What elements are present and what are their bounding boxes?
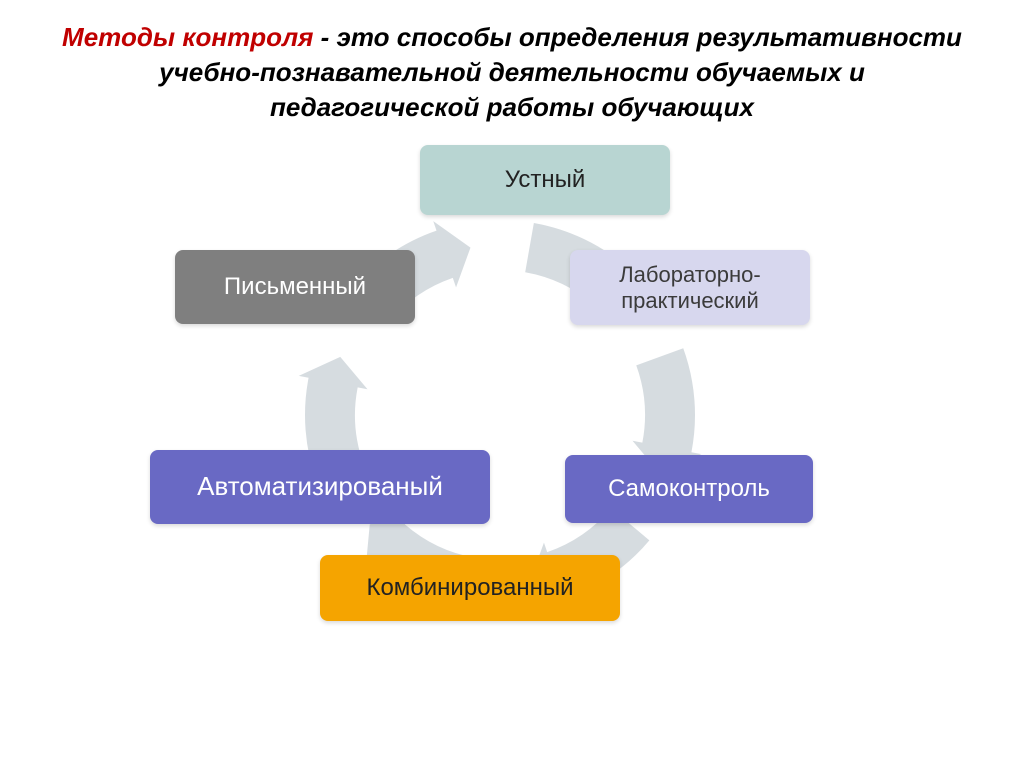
cycle-node-oral: Устный [420,145,670,215]
cycle-node-written: Письменный [175,250,415,324]
cycle-node-self: Самоконтроль [565,455,813,523]
cycle-node-auto: Автоматизированый [150,450,490,524]
title-highlight: Методы контроля [62,22,313,52]
cycle-node-combined: Комбинированный [320,555,620,621]
cycle-node-lab: Лабораторно-практический [570,250,810,325]
cycle-diagram: Устный Лабораторно-практический Самоконтро… [0,135,1024,695]
cycle-node-label: Комбинированный [366,574,573,602]
cycle-node-label: Самоконтроль [608,475,770,503]
page-title: Методы контроля - это способы определени… [0,0,1024,135]
cycle-node-label: Лабораторно-практический [584,262,796,313]
cycle-node-label: Письменный [224,273,366,301]
cycle-node-label: Автоматизированый [197,472,443,502]
cycle-node-label: Устный [505,166,586,194]
